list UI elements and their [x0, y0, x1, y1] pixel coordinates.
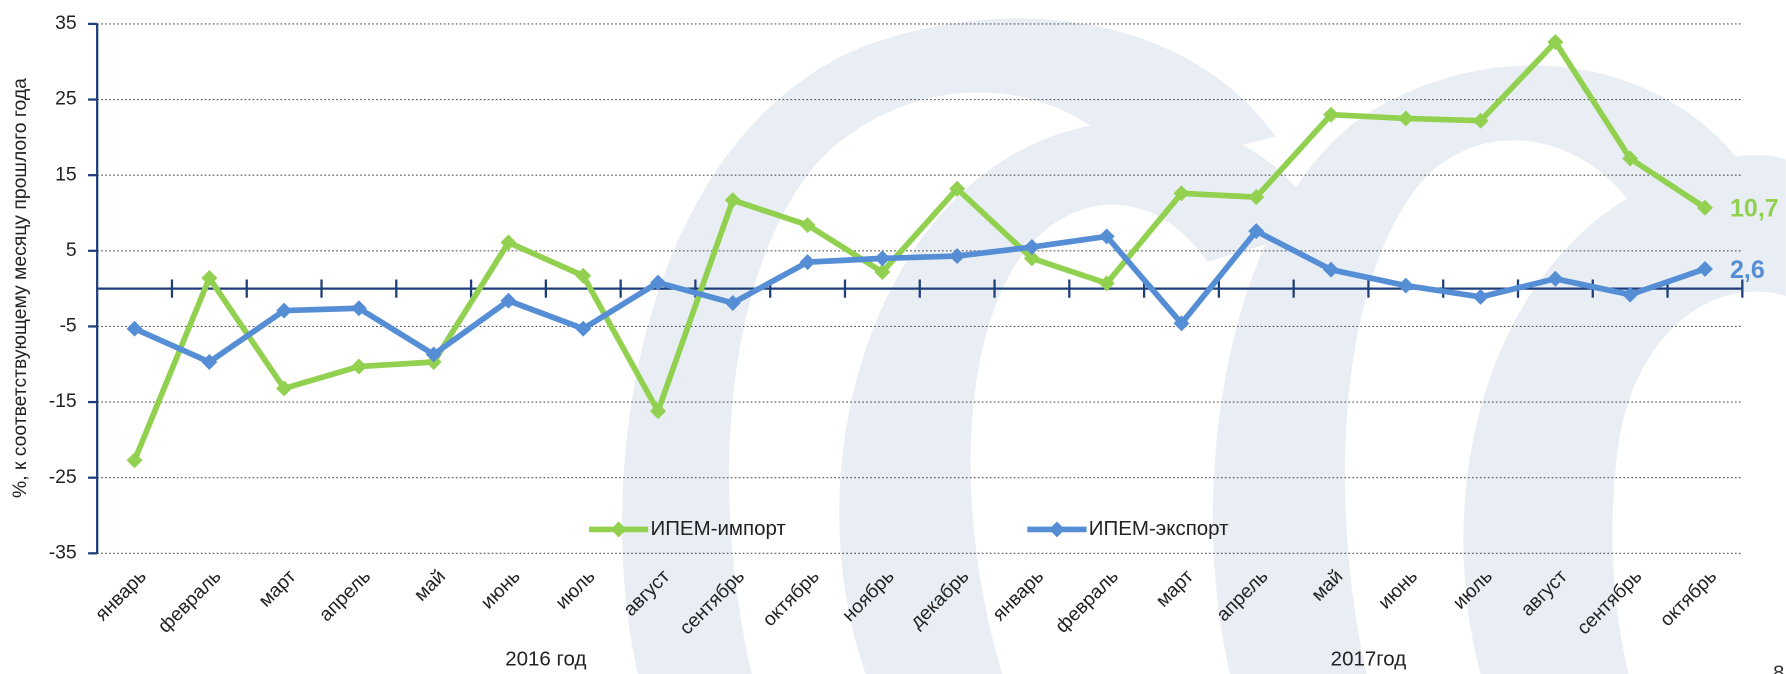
- marker: [650, 274, 666, 291]
- y-tick-label: -15: [49, 390, 77, 412]
- legend-marker: [610, 521, 627, 538]
- marker: [500, 234, 517, 251]
- marker: [799, 217, 816, 234]
- x-tick-label: январь: [91, 565, 151, 625]
- marker: [1397, 277, 1414, 294]
- year-label: 2017год: [1331, 648, 1407, 671]
- marker: [276, 380, 293, 397]
- marker: [350, 300, 367, 317]
- marker: [1098, 228, 1115, 245]
- x-tick-label: октябрь: [758, 565, 824, 631]
- series-line: [133, 228, 1706, 365]
- marker: [1323, 106, 1340, 123]
- y-tick-label: 15: [55, 163, 77, 185]
- legend-label: ИПЕМ-экспорт: [1089, 517, 1229, 540]
- marker: [201, 354, 218, 370]
- marker: [1173, 185, 1190, 202]
- x-tick-label: март: [254, 565, 300, 611]
- marker: [949, 248, 966, 265]
- marker: [425, 346, 442, 363]
- marker: [724, 192, 741, 209]
- y-tick-label: 5: [66, 239, 77, 261]
- data-label: 2,6: [1730, 256, 1765, 284]
- marker: [650, 403, 666, 420]
- marker: [1472, 288, 1489, 305]
- marker: [724, 295, 741, 311]
- marker: [1397, 110, 1414, 127]
- marker: [575, 320, 592, 337]
- page-number: 8: [1773, 661, 1784, 674]
- marker: [874, 250, 891, 267]
- marker: [949, 180, 966, 197]
- marker: [1248, 189, 1265, 206]
- marker: [1173, 315, 1190, 332]
- marker: [1696, 199, 1713, 216]
- legend-label: ИПЕМ-импорт: [650, 517, 786, 540]
- marker: [500, 292, 517, 309]
- data-label: 10,7: [1730, 195, 1779, 223]
- marker: [276, 302, 293, 319]
- x-tick-label: октябрь: [1656, 565, 1722, 631]
- marker: [1098, 275, 1115, 292]
- marker: [1023, 239, 1040, 255]
- marker: [126, 320, 143, 337]
- x-tick-label: февраль: [1051, 565, 1123, 637]
- marker: [1323, 261, 1340, 278]
- series-line: [131, 39, 1707, 462]
- y-tick-label: -25: [49, 466, 77, 488]
- marker: [201, 270, 218, 286]
- marker: [1547, 34, 1564, 51]
- marker: [575, 267, 592, 284]
- marker: [1547, 270, 1564, 287]
- x-tick-label: январь: [988, 565, 1048, 625]
- marker: [350, 358, 367, 375]
- marker: [1472, 112, 1489, 129]
- y-tick-label: 35: [55, 12, 77, 34]
- x-tick-label: апрель: [315, 565, 375, 625]
- marker: [126, 452, 143, 469]
- x-tick-label: май: [410, 565, 450, 605]
- x-tick-label: февраль: [154, 565, 226, 637]
- x-tick-label: июнь: [477, 565, 525, 613]
- marker: [1696, 260, 1713, 277]
- y-tick-label: 25: [55, 88, 77, 110]
- marker: [1248, 223, 1265, 240]
- marker: [1023, 250, 1040, 267]
- year-label: 2016 год: [505, 648, 586, 671]
- x-tick-label: июнь: [1374, 565, 1422, 613]
- x-tick-label: июль: [551, 565, 599, 613]
- y-tick-label: -5: [59, 315, 76, 337]
- legend-marker: [1048, 521, 1065, 538]
- marker: [874, 264, 891, 280]
- x-tick-label: март: [1152, 565, 1198, 611]
- y-axis-label: %, к соответствующему месяцу прошлого го…: [9, 78, 31, 498]
- y-tick-label: -35: [49, 541, 77, 563]
